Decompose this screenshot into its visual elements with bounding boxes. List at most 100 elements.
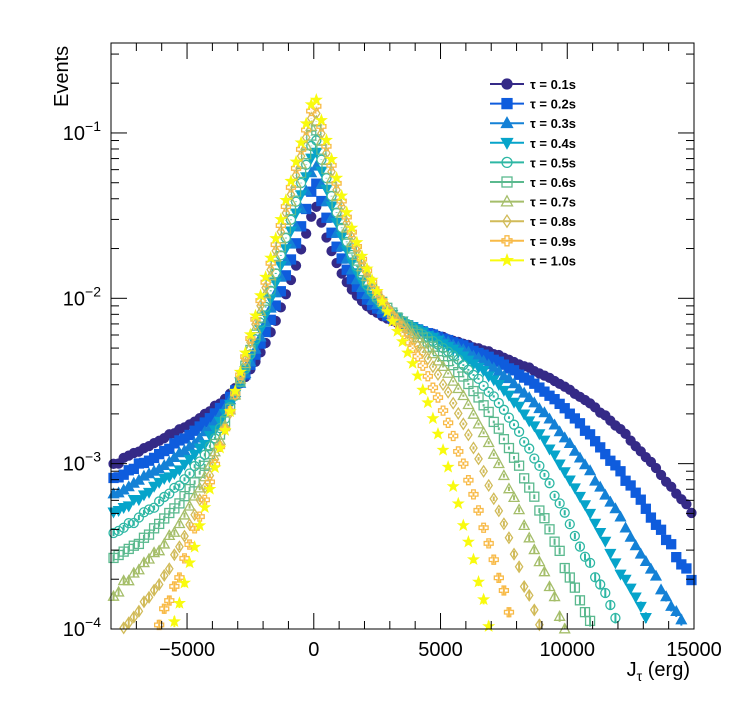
data-point	[558, 467, 571, 479]
legend-marker	[500, 194, 514, 207]
data-point	[421, 395, 435, 409]
x-tick-label: 5000	[418, 639, 463, 661]
data-point	[153, 544, 166, 556]
data-point	[494, 504, 504, 518]
legend-marker	[501, 97, 513, 110]
data-point	[528, 396, 541, 408]
data-point	[604, 495, 617, 507]
data-point	[127, 566, 140, 578]
data-point	[314, 113, 328, 126]
data-point	[649, 569, 663, 581]
data-point	[417, 360, 428, 371]
data-point	[533, 555, 546, 567]
data-point	[375, 294, 389, 308]
data-point	[284, 174, 298, 187]
legend-item: τ = 1.0s	[490, 252, 576, 268]
data-point	[179, 474, 190, 485]
data-point	[615, 466, 626, 477]
data-point	[442, 417, 454, 428]
x-axis-label-sub: τ	[637, 668, 643, 684]
data-point	[169, 482, 180, 494]
data-point	[432, 392, 444, 403]
data-point	[569, 530, 581, 542]
data-point	[172, 596, 186, 609]
data-point	[326, 160, 337, 171]
data-point	[193, 481, 206, 493]
y-tick-exponent: −2	[85, 283, 101, 299]
data-point	[539, 513, 550, 524]
data-point	[443, 385, 453, 399]
data-point	[269, 231, 283, 244]
data-point	[431, 427, 445, 440]
legend-label: τ = 0.9s	[530, 234, 576, 249]
data-point	[345, 220, 359, 234]
data-point	[492, 380, 505, 392]
legend-item: τ = 0.6s	[490, 175, 576, 190]
data-point	[213, 441, 227, 454]
data-point	[164, 595, 175, 606]
y-tick-base: 10	[63, 288, 85, 310]
data-point	[568, 483, 581, 495]
data-point	[489, 492, 499, 506]
data-point	[395, 334, 410, 348]
data-point	[502, 482, 516, 494]
legend-item: τ = 0.9s	[490, 234, 576, 249]
legend-label: τ = 0.1s	[530, 77, 576, 92]
data-point	[620, 428, 631, 440]
data-point	[666, 481, 677, 492]
data-point	[112, 585, 125, 597]
data-point	[474, 452, 483, 466]
data-point	[148, 502, 160, 513]
data-point	[503, 412, 515, 423]
data-point	[660, 590, 673, 602]
data-point	[478, 380, 489, 391]
data-point	[629, 539, 642, 551]
data-point	[458, 458, 469, 469]
data-point	[568, 444, 581, 456]
data-point	[634, 601, 647, 613]
data-point	[437, 360, 450, 372]
data-point	[153, 477, 166, 489]
data-point	[340, 205, 354, 218]
data-point	[589, 474, 602, 486]
data-point	[457, 389, 470, 401]
data-point	[453, 446, 464, 457]
data-point	[554, 545, 565, 557]
data-point	[119, 621, 129, 635]
data-point	[175, 540, 184, 554]
data-point	[619, 521, 632, 533]
data-point	[132, 495, 145, 507]
data-point	[233, 365, 247, 378]
data-point	[605, 599, 616, 611]
data-point	[538, 565, 551, 577]
data-point	[456, 518, 470, 531]
y-tick-exponent: −3	[85, 449, 101, 465]
y-axis-label: Events	[51, 46, 73, 107]
data-point	[629, 592, 642, 604]
data-point	[487, 447, 500, 459]
data-point	[482, 619, 496, 632]
data-point	[488, 391, 499, 402]
data-point	[286, 187, 296, 201]
x-tick-label: −5000	[159, 639, 215, 661]
data-point	[499, 517, 509, 531]
data-point	[301, 130, 311, 144]
data-point	[142, 552, 156, 564]
data-point	[190, 508, 200, 522]
data-point	[148, 546, 161, 558]
data-point	[589, 518, 602, 530]
data-point	[513, 401, 526, 413]
data-point	[533, 429, 546, 441]
data-point	[324, 152, 339, 165]
legend-marker	[499, 252, 515, 267]
data-point	[574, 595, 586, 606]
data-point	[534, 460, 545, 472]
data-point	[639, 612, 652, 624]
data-point	[178, 508, 191, 520]
data-point	[529, 453, 540, 464]
data-point	[528, 543, 541, 555]
data-point	[239, 357, 252, 369]
data-point	[599, 488, 612, 500]
data-point	[270, 239, 281, 250]
